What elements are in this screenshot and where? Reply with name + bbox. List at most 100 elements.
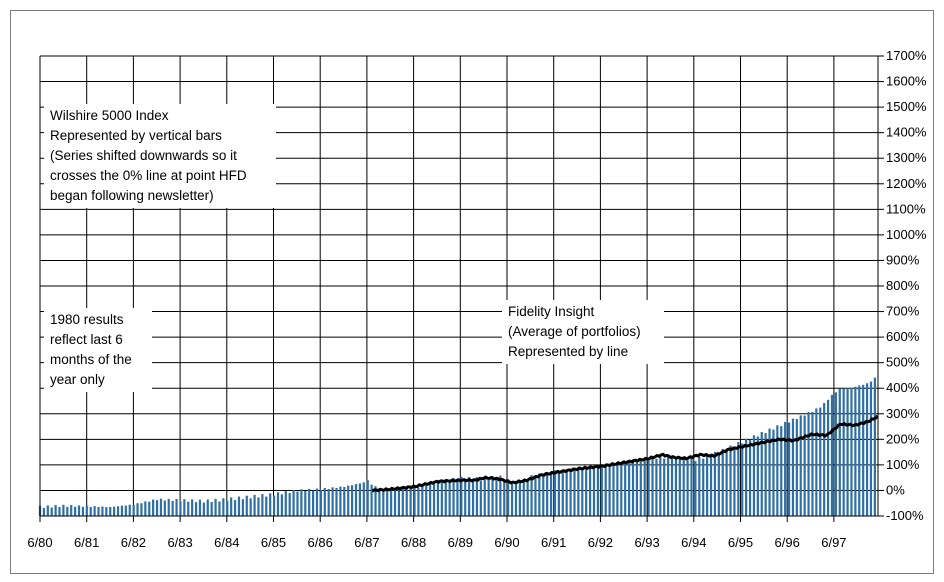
wilshire-bar [425, 485, 428, 516]
wilshire-bar [241, 499, 244, 516]
wilshire-bar [865, 383, 869, 516]
wilshire-bar [81, 506, 85, 516]
wilshire-bar [577, 468, 580, 516]
wilshire-bar [838, 388, 841, 516]
wilshire-bar [487, 479, 490, 516]
wilshire-bar [585, 467, 588, 516]
y-tick-label: 0% [886, 482, 905, 497]
wilshire-annotation-line: began following newsletter) [50, 188, 214, 203]
wilshire-bar [304, 491, 307, 516]
axes [39, 55, 884, 522]
wilshire-bar [741, 443, 744, 516]
wilshire-bar [624, 462, 627, 516]
wilshire-bar [635, 459, 638, 516]
wilshire-bar [175, 498, 178, 516]
wilshire-bar [370, 484, 373, 516]
wilshire-bar [378, 488, 381, 516]
wilshire-bar [698, 457, 701, 516]
wilshire-bar [366, 480, 369, 516]
wilshire-bar [42, 508, 46, 516]
wilshire-bar [132, 504, 135, 516]
wilshire-bar [815, 408, 818, 516]
wilshire-bar [362, 482, 365, 516]
x-tick-label: 6/86 [308, 535, 333, 550]
wilshire-annotation-line: Represented by vertical bars [50, 128, 222, 143]
wilshire-bar [144, 501, 147, 516]
wilshire-bar [296, 491, 299, 516]
y-tick-label: 1400% [886, 125, 927, 140]
wilshire-bar [807, 412, 810, 516]
wilshire-bar [89, 506, 92, 516]
fidelity-annotation-line: Represented by line [508, 344, 629, 359]
note-1980-line: 1980 results [50, 312, 124, 327]
x-tick-label: 6/82 [121, 535, 146, 550]
y-tick-label: 1000% [886, 227, 927, 242]
wilshire-bar [405, 487, 408, 516]
wilshire-bar [682, 457, 685, 516]
x-tick-label: 6/81 [74, 535, 99, 550]
fidelity-annotation-line: (Average of portfolios) [508, 324, 641, 339]
wilshire-bar [542, 474, 545, 516]
wilshire-bar [464, 479, 467, 516]
wilshire-bar [343, 486, 346, 516]
wilshire-bar [448, 481, 451, 516]
wilshire-bar [737, 442, 740, 516]
wilshire-bar [667, 456, 670, 516]
wilshire-bar [187, 501, 190, 516]
wilshire-bar [347, 485, 350, 516]
wilshire-bar [729, 445, 732, 516]
wilshire-bar [561, 469, 564, 516]
wilshire-bar [218, 501, 221, 516]
y-tick-label: 1200% [886, 176, 927, 191]
wilshire-bar [616, 463, 619, 516]
x-tick-label: 6/88 [401, 535, 426, 550]
wilshire-bar [335, 487, 338, 516]
wilshire-bar [651, 457, 654, 516]
wilshire-bar [631, 461, 635, 516]
wilshire-bar [109, 506, 112, 516]
wilshire-bar [620, 462, 623, 516]
wilshire-annotation-line: crosses the 0% line at point HFD [50, 168, 247, 183]
wilshire-bar [518, 482, 521, 516]
wilshire-bar [581, 468, 584, 516]
wilshire-bar [706, 454, 709, 516]
x-tick-label: 6/93 [634, 535, 659, 550]
wilshire-bar [97, 507, 100, 516]
wilshire-bar [167, 498, 170, 516]
wilshire-bar [245, 495, 248, 516]
y-tick-label: 200% [886, 431, 920, 446]
note-1980-line: reflect last 6 [50, 332, 123, 347]
tick-labels: -100% 0% 100% 200% 300% 400% 500% 600% 700% 800% 9… [27, 48, 927, 550]
wilshire-bar [604, 465, 607, 516]
wilshire-bar [721, 448, 724, 516]
wilshire-bar [475, 477, 479, 516]
wilshire-bar [862, 384, 865, 516]
wilshire-bar [120, 505, 124, 516]
wilshire-bar [787, 422, 791, 516]
wilshire-bar [530, 475, 533, 516]
wilshire-bar [588, 467, 592, 516]
wilshire-bar [823, 403, 826, 516]
wilshire-bar [58, 507, 61, 516]
wilshire-bar [655, 458, 658, 516]
y-tick-label: 1700% [886, 48, 927, 63]
wilshire-bar [842, 388, 845, 516]
wilshire-bar [674, 456, 678, 516]
wilshire-bar [784, 421, 787, 516]
wilshire-bar [128, 504, 131, 516]
y-tick-label: 900% [886, 252, 920, 267]
wilshire-bar [643, 458, 646, 516]
wilshire-bar [386, 490, 389, 516]
wilshire-bar [756, 436, 759, 516]
wilshire-bar [70, 505, 73, 516]
wilshire-bar [460, 476, 463, 516]
wilshire-bar [869, 381, 873, 516]
x-tick-label: 6/96 [775, 535, 800, 550]
wilshire-bar [573, 469, 576, 516]
wilshire-bar [315, 488, 319, 516]
wilshire-bar [639, 460, 642, 516]
wilshire-annotation-line: (Series shifted downwards so it [50, 148, 237, 163]
wilshire-bar [171, 500, 174, 516]
wilshire-bar [600, 466, 603, 516]
